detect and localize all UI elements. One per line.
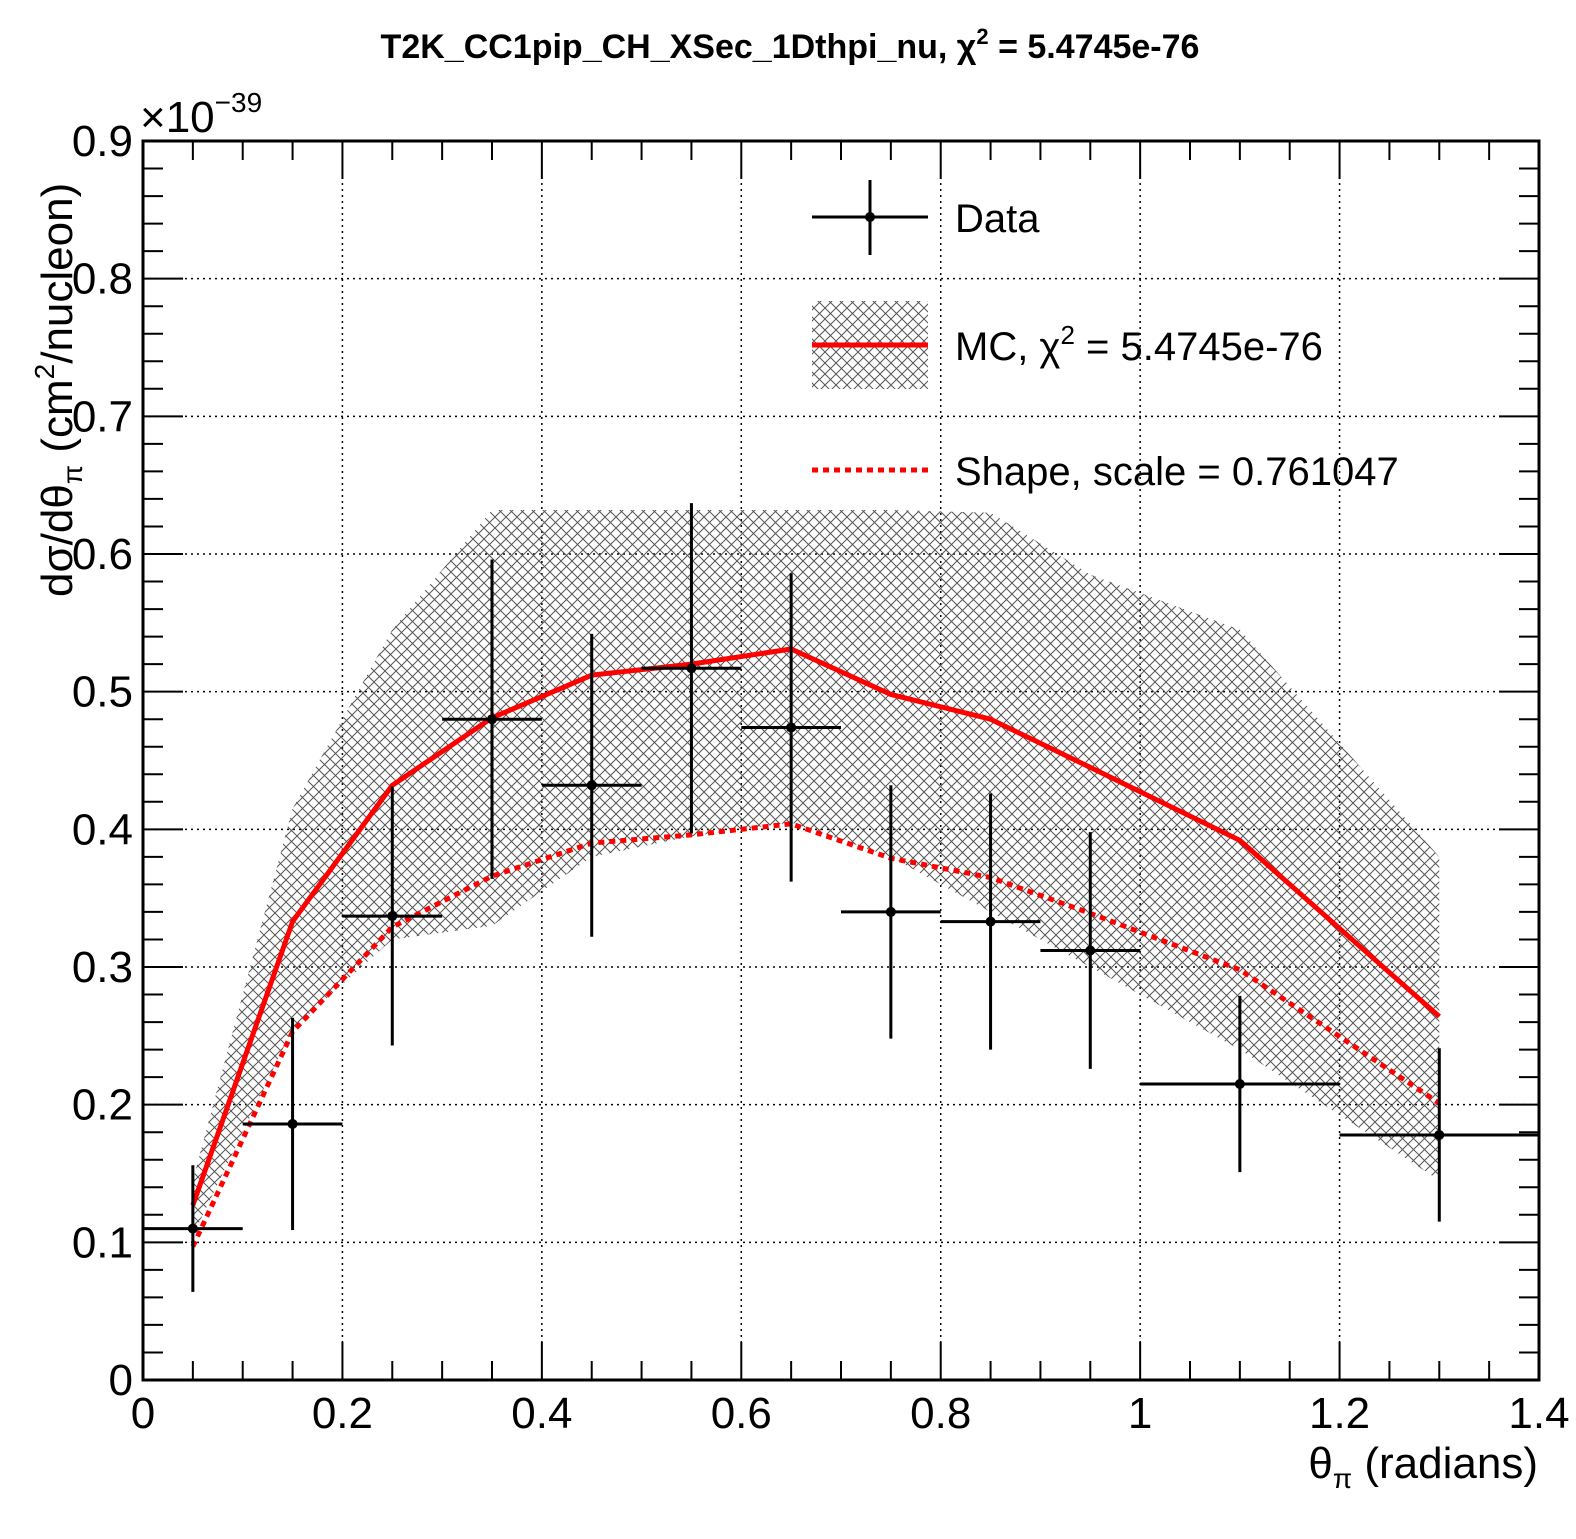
data-marker [985, 916, 996, 927]
legend-data-marker [865, 212, 875, 222]
data-point [1040, 832, 1141, 1069]
data-point [143, 1165, 243, 1292]
data-point [1140, 995, 1340, 1173]
data-marker [1085, 945, 1096, 956]
data-marker [686, 663, 697, 674]
x-tick-label: 0.4 [511, 1389, 572, 1438]
data-point [242, 1017, 343, 1230]
legend-entry-data: Data [812, 180, 1040, 255]
y-tick-label: 0.1 [72, 1218, 133, 1267]
y-tick-label: 0 [109, 1356, 133, 1405]
data-point [342, 786, 443, 1046]
x-tick-label: 1.2 [1309, 1389, 1370, 1438]
y-tick-label: 0.6 [72, 530, 133, 579]
data-point [641, 503, 742, 834]
y-tick-label: 0.3 [72, 943, 133, 992]
x-tick-label: 0.2 [312, 1389, 373, 1438]
legend-entry-mc: MC, χ2 = 5.4745e-76 [812, 301, 1323, 389]
y-tick-label: 0.2 [72, 1081, 133, 1130]
x-tick-label: 0 [131, 1389, 155, 1438]
data-points [143, 503, 1539, 1292]
legend-entry-shape: Shape, scale = 0.761047 [812, 450, 1399, 494]
data-marker [187, 1223, 198, 1234]
y-tick-label: 0.7 [72, 392, 133, 441]
data-point [841, 785, 941, 1039]
data-marker [387, 911, 398, 922]
x-tick-label: 1 [1128, 1389, 1152, 1438]
data-point [940, 793, 1041, 1050]
y-tick-label: 0.4 [72, 805, 133, 854]
data-marker [586, 780, 597, 791]
data-point [1339, 1048, 1539, 1222]
x-tick-label: 1.4 [1508, 1389, 1569, 1438]
x-axis-title: θπ (radians) [1308, 1439, 1538, 1494]
data-marker [1234, 1079, 1245, 1090]
legend-mc-label: MC, χ2 = 5.4745e-76 [955, 320, 1323, 369]
legend: Data MC, χ2 = 5.4745e-76 Shape, scale = … [812, 180, 1399, 494]
y-tick-label: 0.8 [72, 255, 133, 304]
data-marker [287, 1118, 298, 1129]
mc-uncertainty-band [192, 509, 1440, 1236]
legend-data-label: Data [955, 197, 1040, 241]
data-marker [885, 906, 896, 917]
data-point [541, 633, 642, 937]
mc-uncertainty-band-layer [192, 509, 1440, 1236]
y-tick-label: 0.9 [72, 117, 133, 166]
series-lines [190, 646, 1441, 1248]
data-point [741, 573, 841, 882]
data-marker [786, 722, 797, 733]
y-axis-title: dσ/dθπ (cm2/nucleon) [29, 183, 88, 597]
y-tick-label: 0.5 [72, 668, 133, 717]
data-marker [1434, 1129, 1445, 1140]
y-multiplier: ×10−39 [140, 87, 262, 142]
mc-line [190, 646, 1441, 1206]
chart-title: T2K_CC1pip_CH_XSec_1Dthpi_nu, χ2 = 5.474… [381, 24, 1200, 66]
legend-shape-label: Shape, scale = 0.761047 [955, 450, 1399, 494]
axes: 0 0.2 0.4 0.6 0.8 1 1.2 1.4 0 0.1 0.2 0.3 0.4 0.5 0.6 0… [72, 117, 1570, 1438]
data-point [442, 559, 542, 879]
x-tick-label: 0.6 [711, 1389, 772, 1438]
x-tick-label: 0.8 [910, 1389, 971, 1438]
shape-line [190, 821, 1441, 1248]
data-marker [487, 714, 497, 725]
